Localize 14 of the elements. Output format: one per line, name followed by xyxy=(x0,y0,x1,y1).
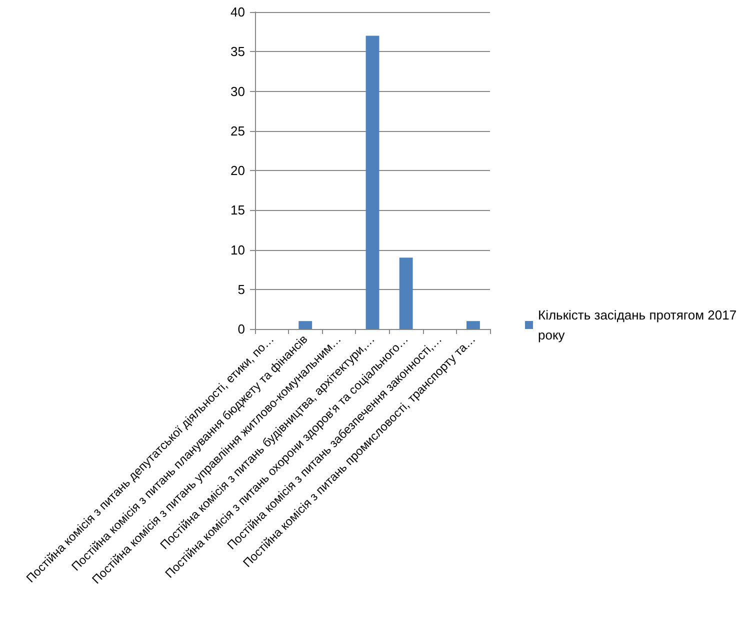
y-tick-label: 10 xyxy=(230,242,245,258)
bar xyxy=(466,321,480,329)
y-tick-label: 5 xyxy=(238,282,245,297)
bar xyxy=(366,36,380,329)
y-tick-label: 15 xyxy=(230,202,245,218)
y-tick-label: 0 xyxy=(238,322,245,336)
y-tick-label: 40 xyxy=(230,4,245,20)
legend-label: Кількість засідань протягом 2017 року xyxy=(538,308,737,342)
y-tick-label: 20 xyxy=(230,163,245,178)
bar xyxy=(399,258,413,329)
bar xyxy=(298,321,312,329)
y-tick-label: 30 xyxy=(230,84,245,99)
y-tick-label: 25 xyxy=(230,123,245,138)
y-tick-label: 35 xyxy=(230,44,245,60)
